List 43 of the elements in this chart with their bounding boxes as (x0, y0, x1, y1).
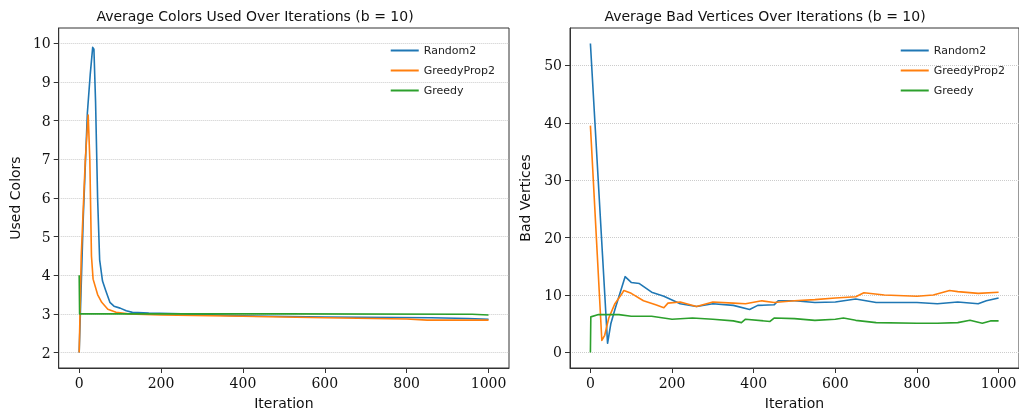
x-tick-label: 600 (821, 375, 849, 391)
legend-label: Random2 (423, 44, 477, 57)
x-tick-label: 0 (74, 375, 84, 391)
x-tick-label: 600 (311, 375, 339, 391)
x-tick-label: 1000 (470, 375, 507, 391)
x-axis-title: Iteration (254, 395, 314, 411)
x-tick-label: 400 (739, 375, 767, 391)
line-series (78, 274, 490, 316)
x-tick-label: 800 (903, 375, 930, 391)
y-tick-label: 6 (41, 190, 51, 206)
x-tick-label: 200 (658, 375, 685, 391)
x-axis-title: Iteration (764, 395, 824, 411)
y-tick-label: 10 (32, 35, 51, 52)
y-axis-title: Bad Vertices (516, 154, 533, 242)
legend-label: GreedyProp2 (933, 64, 1005, 77)
y-tick-label: 8 (41, 112, 51, 129)
y-tick-label: 40 (543, 114, 562, 131)
x-tick-label: 1000 (980, 375, 1016, 391)
x-tick-label: 200 (147, 375, 175, 391)
y-axis-title: Used Colors (7, 156, 23, 240)
legend-label: Greedy (423, 84, 465, 97)
line-series (589, 124, 999, 342)
y-tick-label: 2 (41, 344, 51, 361)
line-series (78, 114, 490, 354)
y-tick-label: 5 (41, 228, 51, 245)
chart-title: Average Colors Used Over Iterations (b = 10) (96, 8, 414, 24)
x-tick-label: 400 (229, 375, 257, 391)
x-tick-label: 800 (393, 375, 421, 391)
legend-label: Greedy (933, 84, 974, 97)
y-tick-label: 3 (41, 305, 51, 322)
y-tick-label: 30 (543, 172, 562, 189)
y-tick-label: 9 (41, 74, 51, 91)
y-tick-label: 50 (543, 57, 562, 74)
chart-title: Average Bad Vertices Over Iterations (b = 10) (603, 8, 926, 24)
x-tick-label: 0 (585, 375, 595, 391)
y-tick-label: 4 (41, 267, 51, 284)
line-series (589, 313, 999, 354)
y-tick-label: 20 (543, 229, 562, 246)
legend-label: Random2 (933, 44, 986, 57)
legend-label: GreedyProp2 (423, 64, 495, 77)
y-tick-label: 10 (543, 287, 562, 304)
y-tick-label: 0 (552, 344, 562, 361)
y-tick-label: 7 (41, 151, 51, 168)
